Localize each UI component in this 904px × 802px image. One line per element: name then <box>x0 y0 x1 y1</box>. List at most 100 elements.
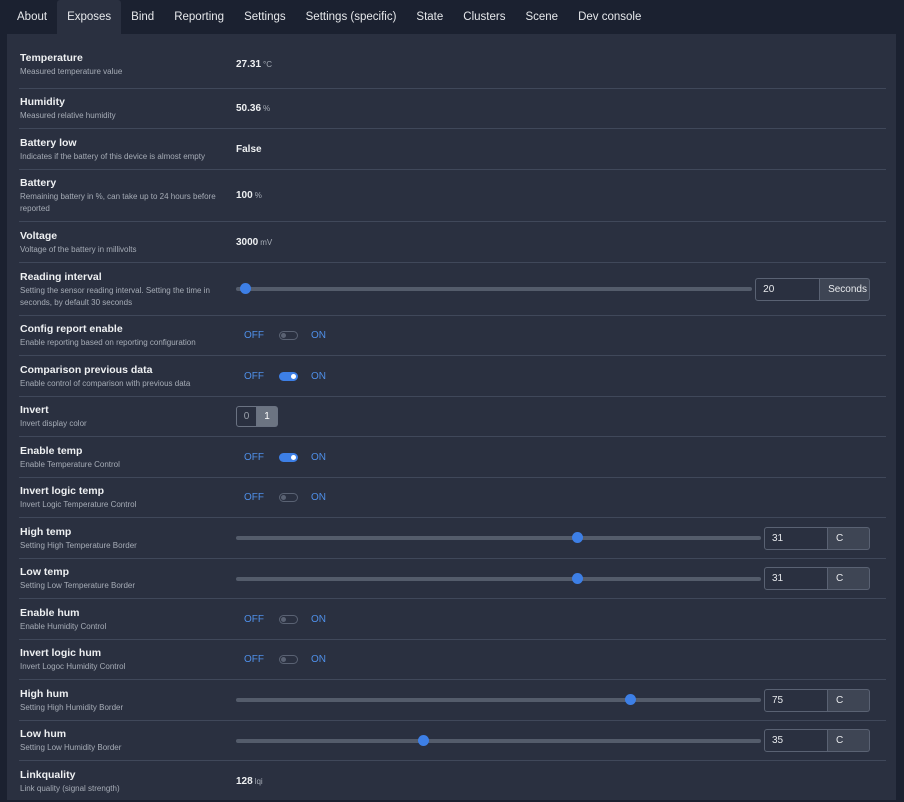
row-invert-logic-temp: Invert logic temp Invert Logic Temperatur… <box>19 478 886 518</box>
off-label[interactable]: OFF <box>244 451 264 463</box>
row-voltage: Voltage Voltage of the battery in millivo… <box>19 222 886 263</box>
row-desc: Setting High Temperature Border <box>20 540 137 550</box>
row-high-temp: High temp Setting High Temperature Border… <box>19 518 886 559</box>
linkquality-value: 128 lqi <box>236 776 263 787</box>
humidity-value: 50.36% <box>236 103 271 114</box>
exposes-panel: Temperature Measured temperature value 27… <box>7 34 896 800</box>
high-temp-slider[interactable] <box>236 532 761 543</box>
off-label[interactable]: OFF <box>244 370 264 382</box>
tab-state[interactable]: State <box>416 11 444 23</box>
row-name: Battery <box>20 177 57 189</box>
row-low-temp: Low temp Setting Low Temperature Border 3… <box>19 559 886 599</box>
row-name: Linkquality <box>20 769 76 781</box>
row-desc: Measured relative humidity <box>20 111 116 120</box>
row-enable-hum: Enable hum Enable Humidity Control OFF ON <box>19 599 886 640</box>
tab-clusters[interactable]: Clusters <box>463 11 506 23</box>
off-label[interactable]: OFF <box>244 613 264 625</box>
row-desc: Setting Low Temperature Border <box>20 581 136 590</box>
low-temp-slider[interactable] <box>236 572 761 584</box>
high-hum-input[interactable]: 75 <box>764 688 828 712</box>
row-humidity: Humidity Measured relative humidity 50.36… <box>19 89 886 129</box>
row-name: Enable temp <box>20 444 83 457</box>
linkquality-unit: lqi <box>254 777 263 786</box>
row-name: Voltage <box>20 229 58 242</box>
temperature-value: 27.31 °C <box>236 58 273 70</box>
battery-unit: % <box>254 191 262 200</box>
slider-thumb[interactable] <box>572 572 584 584</box>
reading-interval-slider[interactable] <box>236 283 753 294</box>
low-temp-input[interactable]: 31 <box>764 567 828 590</box>
low-hum-slider[interactable] <box>236 734 761 746</box>
on-label[interactable]: ON <box>311 451 326 463</box>
invert-logic-temp-toggle[interactable] <box>279 493 298 502</box>
comparison-toggle[interactable] <box>279 371 298 381</box>
off-label[interactable]: OFF <box>244 654 264 665</box>
on-label[interactable]: ON <box>311 492 326 503</box>
tab-settings-specific[interactable]: Settings (specific) <box>305 11 397 23</box>
row-desc: Setting High Humidity Border <box>20 702 124 712</box>
humidity-unit: % <box>263 104 271 113</box>
row-high-hum: High hum Setting High Humidity Border 75 … <box>19 680 886 721</box>
tab-reporting[interactable]: Reporting <box>174 11 225 23</box>
tab-dev-console[interactable]: Dev console <box>578 11 642 23</box>
row-name: Reading interval <box>20 270 102 283</box>
row-desc: Enable reporting based on reporting conf… <box>20 338 196 347</box>
row-temperature: Temperature Measured temperature value 27… <box>19 34 886 89</box>
row-desc: Enable control of comparison with previo… <box>20 378 191 388</box>
high-hum-slider[interactable] <box>236 694 761 705</box>
battery-value: 100% <box>236 190 262 201</box>
voltage-unit: mV <box>260 237 273 247</box>
tab-scene[interactable]: Scene <box>525 11 559 23</box>
tab-bind[interactable]: Bind <box>131 11 155 23</box>
on-label[interactable]: ON <box>311 613 326 625</box>
row-comparison: Comparison previous data Enable control o… <box>19 356 886 397</box>
row-name: Humidity <box>20 96 65 108</box>
enable-hum-toggle[interactable] <box>279 614 298 624</box>
battery-low-value: False <box>236 143 262 155</box>
voltage-value: 3000 mV <box>236 236 273 248</box>
row-battery: Battery Remaining battery in %, can take … <box>19 170 886 222</box>
row-low-hum: Low hum Setting Low Humidity Border 35 C <box>19 721 886 761</box>
high-temp-input[interactable]: 31 <box>764 526 828 550</box>
invert-option-1[interactable]: 1 <box>257 406 278 427</box>
row-name: Low temp <box>20 566 69 578</box>
row-config-report: Config report enable Enable reporting bas… <box>19 316 886 356</box>
row-name: High hum <box>20 687 69 700</box>
row-desc: Invert display color <box>20 419 87 428</box>
temperature-unit: °C <box>263 59 273 69</box>
row-enable-temp: Enable temp Enable Temperature Control OF… <box>19 437 886 478</box>
tab-exposes[interactable]: Exposes <box>57 0 122 34</box>
off-label[interactable]: OFF <box>244 330 264 341</box>
off-label[interactable]: OFF <box>244 492 264 503</box>
row-desc: Setting the sensor reading interval. Set… <box>20 285 210 307</box>
slider-thumb[interactable] <box>624 694 636 705</box>
row-name: Enable hum <box>20 606 80 619</box>
on-label[interactable]: ON <box>311 654 326 665</box>
on-label[interactable]: ON <box>311 330 326 341</box>
row-desc: Measured temperature value <box>20 66 123 76</box>
on-label[interactable]: ON <box>311 370 326 382</box>
high-hum-unit: C <box>828 688 870 712</box>
config-report-toggle[interactable] <box>279 331 298 340</box>
row-linkquality: Linkquality Link quality (signal strength… <box>19 761 886 802</box>
row-desc: Indicates if the battery of this device … <box>20 151 205 161</box>
slider-thumb[interactable] <box>240 283 252 294</box>
reading-interval-input[interactable]: 20 <box>755 277 821 301</box>
row-desc: Remaining battery in %, can take up to 2… <box>20 192 216 213</box>
row-desc: Setting Low Humidity Border <box>20 743 122 752</box>
slider-thumb[interactable] <box>572 532 584 543</box>
slider-thumb[interactable] <box>418 734 430 746</box>
tab-settings[interactable]: Settings <box>244 11 286 23</box>
enable-temp-toggle[interactable] <box>279 452 298 462</box>
low-temp-unit: C <box>828 567 870 590</box>
row-desc: Enable Humidity Control <box>20 621 107 631</box>
low-hum-input[interactable]: 35 <box>764 729 828 752</box>
row-desc: Enable Temperature Control <box>20 459 120 469</box>
low-hum-unit: C <box>828 729 870 752</box>
invert-option-0[interactable]: 0 <box>236 406 257 427</box>
tab-about[interactable]: About <box>17 11 48 23</box>
row-desc: Invert Logoc Humidity Control <box>20 662 126 671</box>
row-name: Config report enable <box>20 323 123 335</box>
invert-logic-hum-toggle[interactable] <box>279 655 298 664</box>
